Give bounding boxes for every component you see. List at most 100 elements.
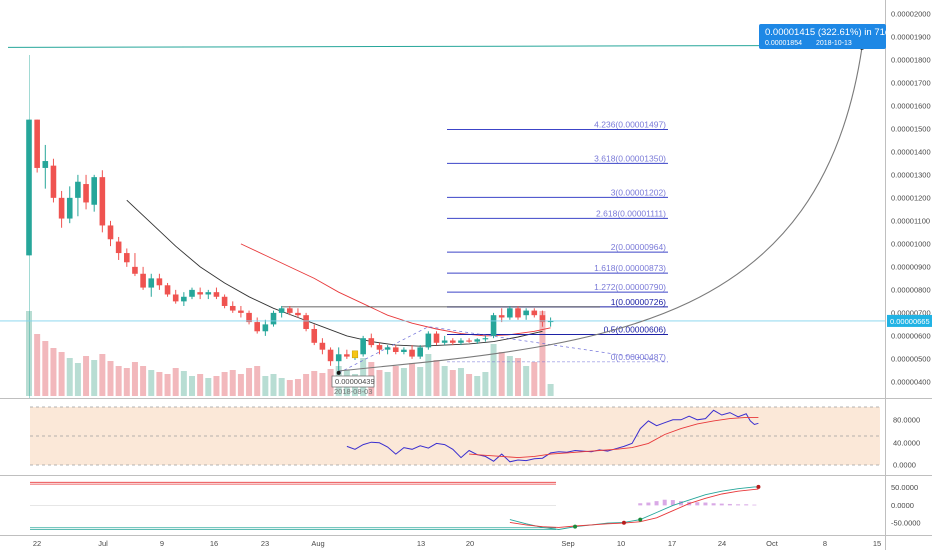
volume-bar xyxy=(409,363,416,396)
candle-body xyxy=(474,339,481,342)
volume-bar xyxy=(74,363,81,396)
volume-bar xyxy=(42,341,49,396)
rsi-moving-average-line xyxy=(469,416,759,459)
price-axis-tick-label: 0.00001200 xyxy=(891,193,931,202)
macd-histogram-bar xyxy=(679,501,683,506)
volume-bar xyxy=(286,380,293,396)
candle-body xyxy=(246,312,252,323)
candle-body xyxy=(523,310,529,316)
candle-body xyxy=(66,197,73,219)
candle-body xyxy=(482,338,489,340)
current-price-tag-bg xyxy=(887,314,932,327)
volume-bar xyxy=(213,376,220,396)
time-axis-tick-label: 22 xyxy=(33,539,41,548)
candle-body xyxy=(172,294,179,302)
candle-body xyxy=(132,266,138,274)
candle-body xyxy=(115,241,122,254)
volume-bar xyxy=(229,370,236,396)
candle-body xyxy=(50,165,57,198)
candle-body xyxy=(42,161,49,168)
candle-body xyxy=(26,119,32,256)
volume-bar xyxy=(417,367,424,396)
volume-bar xyxy=(58,352,65,396)
rsi-axis-tick-label: 0.0000 xyxy=(893,461,916,470)
volume-bar xyxy=(180,371,187,396)
price-axis-tick-label: 0.00001900 xyxy=(891,32,931,41)
volume-bar xyxy=(189,376,195,396)
rsi-axis-tick-label: 40.0000 xyxy=(893,439,920,448)
low-point-label: 0.00000439 2018-08-03 xyxy=(331,375,375,396)
candle-body xyxy=(344,354,350,357)
price-axis-tick-label: 0.00001100 xyxy=(891,216,930,225)
macd-cross-marker xyxy=(638,517,643,522)
candle-body xyxy=(197,292,203,295)
candle-body xyxy=(189,289,195,297)
fib-level-label: 1(0.00000726) xyxy=(611,297,666,307)
macd-histogram-bar xyxy=(719,503,724,506)
candle-body xyxy=(238,310,244,313)
volume-bar xyxy=(66,358,73,396)
volume-bar xyxy=(515,358,521,396)
price-axis-tick-label: 0.00000600 xyxy=(891,331,931,340)
current-price-label: 0.00000665 xyxy=(890,317,930,326)
macd-cross-marker xyxy=(573,524,578,529)
candle-body xyxy=(466,340,472,342)
candle-body xyxy=(498,315,505,318)
candle-body xyxy=(458,340,464,343)
candle-body xyxy=(107,225,114,240)
callout-date: 2018-10-13 xyxy=(816,40,852,47)
volume-bar xyxy=(262,376,269,396)
time-axis-tick-label: 24 xyxy=(718,539,726,548)
candle-body xyxy=(164,285,171,295)
volume-bar xyxy=(50,348,57,396)
candle-body xyxy=(335,354,342,362)
candle-body xyxy=(287,308,293,313)
volume-bar xyxy=(441,366,448,396)
volume-bar xyxy=(115,366,122,396)
candle-body xyxy=(319,342,326,350)
volume-bar xyxy=(384,372,391,396)
volume-bar xyxy=(547,384,554,396)
volume-bar xyxy=(246,368,253,396)
macd-histogram-bar xyxy=(646,502,651,506)
candle-body xyxy=(156,278,163,286)
measurement-callout[interactable]: 0.00001415 (322.61%) in 71d 0.00001854 2… xyxy=(759,24,890,49)
rsi-line xyxy=(346,409,759,463)
candlesticks xyxy=(26,119,554,373)
time-axis-tick-label: Jul xyxy=(98,539,108,548)
callout-target-price: 0.00001854 xyxy=(765,40,802,47)
macd-histogram-bar xyxy=(662,499,667,506)
rsi-axis-tick-label: 80.0000 xyxy=(893,416,920,425)
candle-body xyxy=(384,347,391,350)
fib-level-label: 3.618(0.00001350) xyxy=(594,153,666,163)
fib-level-label: 2.618(0.00001111) xyxy=(596,208,666,218)
time-axis-tick-label: 15 xyxy=(873,539,881,548)
volume-bar xyxy=(205,378,212,396)
candle-body xyxy=(295,312,301,316)
candle-body xyxy=(262,324,269,332)
candle-body xyxy=(547,320,554,323)
candle-body xyxy=(409,349,415,357)
candle-body xyxy=(75,181,81,198)
volume-bar xyxy=(91,360,98,396)
macd-histogram-bar xyxy=(752,504,757,506)
axes: 0.00002000 0.00001900 0.00001800 0.00001700… xyxy=(33,9,931,548)
volume-bar xyxy=(172,368,179,396)
volume-bar xyxy=(392,366,399,396)
price-axis-tick-label: 0.00001400 xyxy=(891,147,931,156)
low-point-marker xyxy=(336,370,341,375)
candle-body xyxy=(433,333,440,343)
candle-body xyxy=(417,347,423,357)
volume-bar xyxy=(319,373,326,396)
time-axis-tick-label: Aug xyxy=(311,539,324,548)
volume-bar xyxy=(400,368,407,396)
volume-bar xyxy=(131,362,138,396)
low-date-text: 2018-08-03 xyxy=(334,387,372,396)
candle-body xyxy=(450,340,456,343)
rsi-band xyxy=(30,406,880,466)
price-axis-tick-label: 0.00000700 xyxy=(891,308,931,317)
candle-body xyxy=(507,308,513,318)
price-axis-tick-label: 0.00001600 xyxy=(891,101,931,110)
